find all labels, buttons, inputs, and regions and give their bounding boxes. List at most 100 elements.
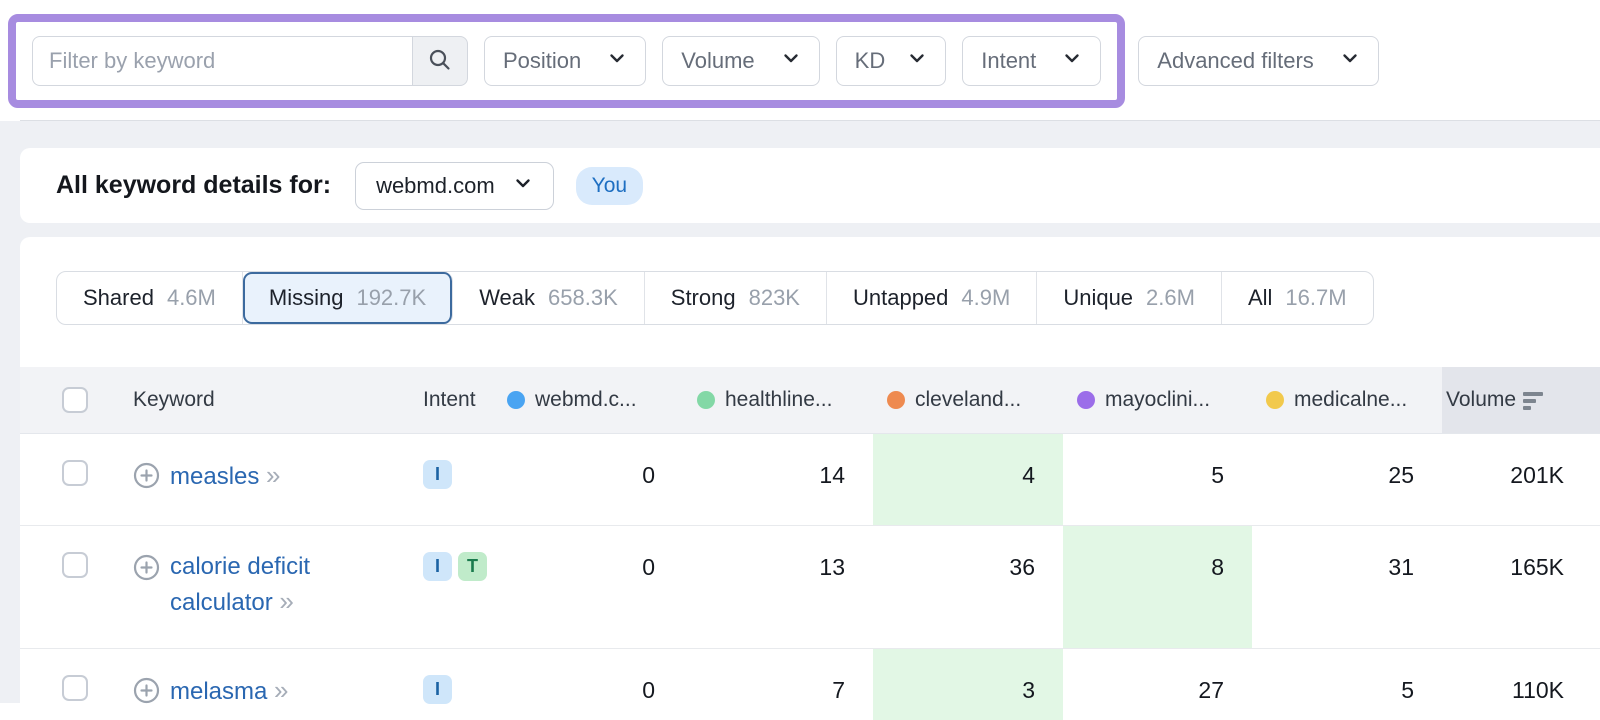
- intent-badge-i: I: [423, 460, 452, 489]
- tab-label: Unique: [1063, 285, 1134, 310]
- volume-cell: 165K: [1510, 554, 1564, 580]
- tab-count: 16.7M: [1285, 285, 1347, 310]
- highlighted-filter-group: Position Volume KD Intent: [8, 14, 1126, 108]
- domain-color-dot: [507, 391, 525, 409]
- keyword-link[interactable]: calorie deficit calculator »: [170, 553, 311, 616]
- header-domain-medicalne[interactable]: medicalne...: [1252, 367, 1442, 433]
- header-volume[interactable]: Volume: [1442, 367, 1600, 433]
- keyword-link[interactable]: measles »: [170, 460, 281, 490]
- position-value-cell: 0: [642, 677, 655, 703]
- keyword-overlap-card: Shared 4.6M Missing 192.7K Weak 658.3K Strong 8…: [20, 237, 1600, 720]
- keyword-filter-input[interactable]: [32, 36, 412, 86]
- filter-toolbar: Position Volume KD Intent Advanced filters: [0, 0, 1600, 108]
- tab-count: 2.6M: [1146, 285, 1195, 310]
- position-value-cell: 27: [1198, 677, 1224, 703]
- advanced-filters-button[interactable]: Advanced filters: [1138, 36, 1379, 86]
- search-button[interactable]: [412, 36, 468, 86]
- header-select-all-cell: [20, 367, 125, 433]
- header-keyword: Keyword: [133, 388, 215, 411]
- select-all-checkbox[interactable]: [62, 387, 88, 413]
- filter-dropdown-kd[interactable]: KD: [835, 36, 947, 86]
- row-checkbox[interactable]: [62, 675, 88, 701]
- tab-strong[interactable]: Strong 823K: [645, 272, 827, 324]
- tab-count: 658.3K: [548, 285, 618, 310]
- overlap-tabs: Shared 4.6M Missing 192.7K Weak 658.3K Strong 8…: [56, 271, 1374, 325]
- header-domain-cleveland[interactable]: cleveland...: [873, 367, 1063, 433]
- add-keyword-icon[interactable]: [133, 462, 160, 494]
- keyword-cell: calorie deficit calculator »: [125, 526, 415, 648]
- position-value-cell: 0: [642, 462, 655, 488]
- tab-missing[interactable]: Missing 192.7K: [242, 272, 454, 324]
- domain-color-dot: [697, 391, 715, 409]
- domain-selector-value: webmd.com: [376, 172, 495, 198]
- keyword-cell: melasma »: [125, 649, 415, 720]
- volume-label: Volume: [1446, 388, 1517, 411]
- open-keyword-icon[interactable]: »: [274, 675, 289, 705]
- details-bar: All keyword details for: webmd.com You: [20, 148, 1600, 223]
- header-domain-mayoclini[interactable]: mayoclini...: [1063, 367, 1252, 433]
- tab-label: Strong: [670, 285, 736, 310]
- filter-dropdowns: Position Volume KD Intent: [484, 36, 1102, 86]
- tab-all[interactable]: All 16.7M: [1222, 272, 1373, 324]
- intent-badge-i: I: [423, 675, 452, 704]
- header-domain-webmdc[interactable]: webmd.c...: [493, 367, 683, 433]
- tab-count: 4.6M: [166, 285, 216, 310]
- row-select-cell: [20, 526, 125, 648]
- tab-count: 823K: [748, 285, 800, 310]
- keyword-link[interactable]: melasma »: [170, 675, 289, 705]
- tab-untapped[interactable]: Untapped 4.9M: [827, 272, 1038, 324]
- position-value-cell: 13: [819, 554, 845, 580]
- filter-dropdown-position[interactable]: Position: [484, 36, 647, 86]
- position-value-cell: 36: [1009, 554, 1035, 580]
- position-value-cell: 31: [1388, 554, 1414, 580]
- add-keyword-icon[interactable]: [133, 554, 160, 586]
- position-value-cell: 0: [642, 554, 655, 580]
- advanced-filters-label: Advanced filters: [1157, 48, 1314, 73]
- page-body: All keyword details for: webmd.com You S…: [0, 121, 1600, 720]
- domain-color-dot: [887, 391, 905, 409]
- tab-unique[interactable]: Unique 2.6M: [1037, 272, 1222, 324]
- add-keyword-icon[interactable]: [133, 677, 160, 709]
- details-title: All keyword details for:: [56, 171, 332, 199]
- filter-dropdown-volume[interactable]: Volume: [662, 36, 820, 86]
- chevron-down-icon: [607, 48, 627, 74]
- filter-dropdown-label: Position: [503, 48, 582, 73]
- open-keyword-icon[interactable]: »: [279, 586, 294, 616]
- table-row: measles » I 0 14 4 5 25 201K: [20, 434, 1600, 526]
- volume-cell: 201K: [1510, 462, 1564, 488]
- keyword-filter-group: [32, 36, 468, 86]
- filter-dropdown-label: KD: [854, 48, 886, 73]
- header-domain-healthline[interactable]: healthline...: [683, 367, 873, 433]
- tab-label: Untapped: [852, 285, 949, 310]
- filter-dropdown-intent[interactable]: Intent: [962, 36, 1102, 86]
- chevron-down-icon: [513, 173, 533, 199]
- chevron-down-icon: [1062, 48, 1082, 74]
- row-checkbox[interactable]: [62, 552, 88, 578]
- domain-color-dot: [1077, 391, 1095, 409]
- sort-descending-icon: [1523, 392, 1544, 410]
- intent-badge-i: I: [423, 552, 452, 581]
- domain-label: webmd.c...: [535, 388, 637, 411]
- intent-badge-t: T: [458, 552, 487, 581]
- table-body: measles » I 0 14 4 5 25 201K calorie deficit cal…: [20, 434, 1600, 720]
- chevron-down-icon: [781, 48, 801, 74]
- keywords-table: Keyword Intent webmd.c... healthline... clev…: [20, 367, 1600, 720]
- tab-weak[interactable]: Weak 658.3K: [453, 272, 645, 324]
- tab-shared[interactable]: Shared 4.6M: [57, 272, 243, 324]
- row-select-cell: [20, 434, 125, 525]
- tab-label: Shared: [83, 285, 154, 310]
- keyword-cell: measles »: [125, 434, 415, 525]
- open-keyword-icon[interactable]: »: [266, 460, 281, 490]
- table-row: melasma » I 0 7 3 27 5 110K: [20, 649, 1600, 720]
- tab-label: All: [1247, 285, 1273, 310]
- volume-cell: 110K: [1511, 677, 1564, 703]
- table-header-row: Keyword Intent webmd.c... healthline... clev…: [20, 367, 1600, 434]
- intent-cell: I: [415, 649, 493, 720]
- domain-selector[interactable]: webmd.com: [355, 161, 554, 210]
- domain-label: medicalne...: [1294, 388, 1408, 411]
- position-value-cell: 8: [1063, 526, 1252, 648]
- position-value-cell: 5: [1401, 677, 1414, 703]
- row-checkbox[interactable]: [62, 460, 88, 486]
- tab-count: 192.7K: [356, 285, 427, 310]
